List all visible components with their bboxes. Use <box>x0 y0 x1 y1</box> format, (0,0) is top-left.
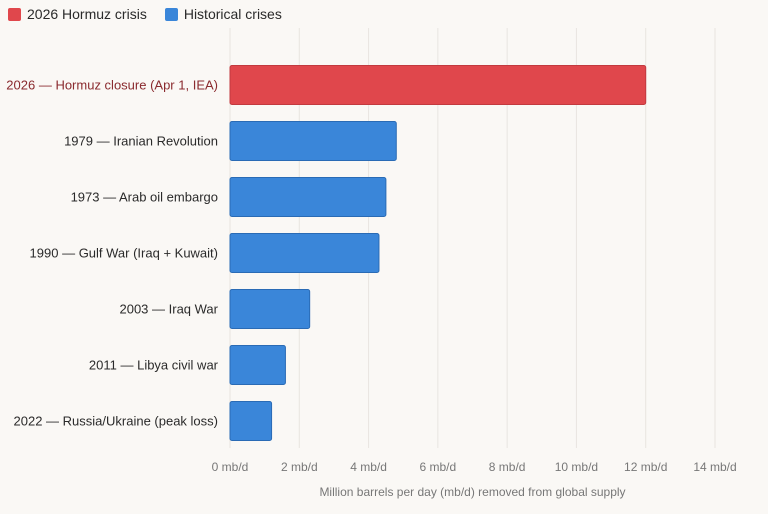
bar[interactable] <box>229 345 286 385</box>
bar[interactable] <box>229 233 380 273</box>
category-label: 2026 — Hormuz closure (Apr 1, IEA) <box>6 78 218 93</box>
legend-label-historical: Historical crises <box>183 6 282 22</box>
x-tick-label: 6 mb/d <box>420 460 457 474</box>
legend-item-hormuz[interactable]: 2026 Hormuz crisis <box>8 6 147 22</box>
legend-item-historical[interactable]: Historical crises <box>164 6 282 22</box>
bar[interactable] <box>229 401 273 441</box>
x-tick-label: 4 mb/d <box>350 460 387 474</box>
category-label: 1990 — Gulf War (Iraq + Kuwait) <box>30 246 218 261</box>
x-tick-label: 8 mb/d <box>489 460 526 474</box>
legend-label-hormuz: 2026 Hormuz crisis <box>27 6 147 22</box>
bars <box>229 65 647 441</box>
x-axis-title: Million barrels per day (mb/d) removed f… <box>319 485 625 499</box>
legend: 2026 Hormuz crisis Historical crises <box>8 5 300 23</box>
bar[interactable] <box>229 65 647 105</box>
bar[interactable] <box>229 177 387 217</box>
category-label: 2022 — Russia/Ukraine (peak loss) <box>14 414 218 429</box>
x-tick-label: 10 mb/d <box>555 460 598 474</box>
legend-swatch-historical <box>164 7 178 21</box>
category-label: 2011 — Libya civil war <box>89 358 219 373</box>
bar[interactable] <box>229 289 311 329</box>
bar[interactable] <box>229 121 397 161</box>
x-tick-label: 12 mb/d <box>624 460 667 474</box>
category-label: 1979 — Iranian Revolution <box>64 134 218 149</box>
tick-labels: 0 mb/d 2 mb/d 4 mb/d 6 mb/d 8 mb/d 10 mb/d 12 … <box>212 460 737 474</box>
x-tick-label: 14 mb/d <box>693 460 736 474</box>
category-label: 1973 — Arab oil embargo <box>71 190 218 205</box>
category-labels: 2026 — Hormuz closure (Apr 1, IEA) 1979 —… <box>6 78 218 429</box>
x-tick-label: 0 mb/d <box>212 460 249 474</box>
x-tick-label: 2 mb/d <box>281 460 318 474</box>
category-label: 2003 — Iraq War <box>119 302 218 317</box>
legend-swatch-hormuz <box>8 7 21 21</box>
